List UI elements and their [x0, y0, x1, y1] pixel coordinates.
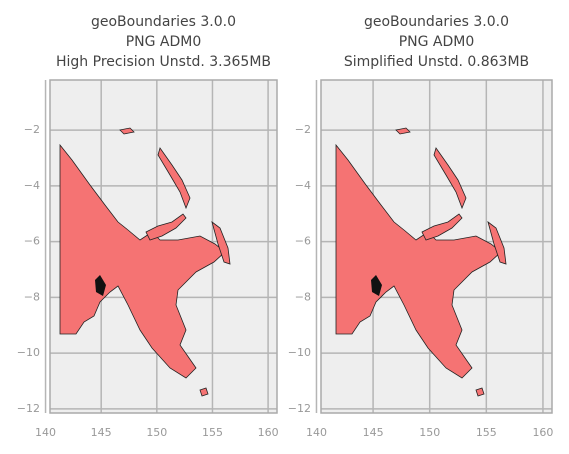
y-tick-label: −12 [288, 402, 311, 415]
y-tick-label: −2 [24, 123, 40, 136]
x-tick-label: 155 [202, 426, 223, 439]
plot-border [320, 79, 553, 414]
chart-title: geoBoundaries 3.0.0 [91, 14, 236, 30]
x-tick-label: 145 [91, 426, 112, 439]
y-tick-label: −2 [295, 123, 311, 136]
y-tick-label: −8 [24, 290, 40, 303]
chart-title: PNG ADM0 [126, 34, 202, 50]
x-tick-label: 140 [306, 426, 327, 439]
chart-title: Simplified Unstd. 0.863MB [344, 54, 529, 70]
chart-title: High Precision Unstd. 3.365MB [56, 54, 271, 70]
x-tick-label: 160 [532, 426, 553, 439]
y-tick-label: −12 [17, 402, 40, 415]
x-tick-label: 155 [476, 426, 497, 439]
y-tick-label: −8 [295, 290, 311, 303]
plot-border [49, 79, 278, 414]
y-tick-label: −4 [295, 179, 311, 192]
y-tick-label: −6 [24, 235, 40, 248]
chart-title: PNG ADM0 [399, 34, 475, 50]
x-tick-label: 160 [258, 426, 279, 439]
y-tick-label: −6 [295, 235, 311, 248]
y-tick-label: −10 [17, 346, 40, 359]
x-tick-label: 150 [419, 426, 440, 439]
x-tick-label: 150 [146, 426, 167, 439]
y-tick-label: −10 [288, 346, 311, 359]
x-tick-label: 145 [363, 426, 384, 439]
chart-title: geoBoundaries 3.0.0 [364, 14, 509, 30]
y-tick-label: −4 [24, 179, 40, 192]
x-tick-label: 140 [35, 426, 56, 439]
